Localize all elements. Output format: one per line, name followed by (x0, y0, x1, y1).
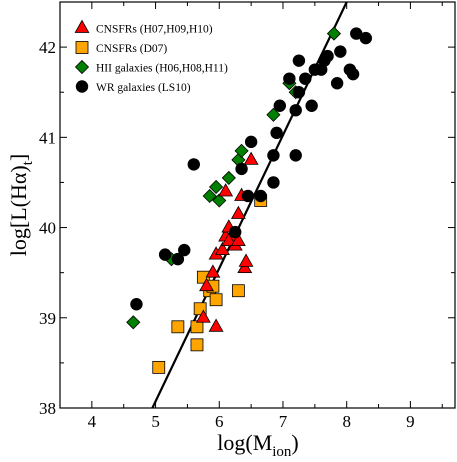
x-axis-label-subscript: ion (272, 444, 292, 460)
x-tick-label: 8 (342, 412, 351, 431)
x-tick-label: 9 (406, 412, 415, 431)
data-point-triangle (215, 241, 230, 256)
legend-label: HII galaxies (H06,H08,H11) (96, 63, 228, 75)
data-point-diamond (202, 188, 217, 204)
data-point-circle (283, 72, 296, 85)
data-point-circle (171, 252, 185, 266)
data-point-diamond (234, 143, 249, 158)
data-point-diamond (221, 170, 236, 185)
data-point-triangle (238, 253, 254, 267)
data-point-circle (321, 49, 334, 63)
data-point-circle (330, 77, 344, 90)
data-point-circle (359, 31, 373, 45)
plot-frame (59, 1, 456, 409)
data-point-circle (267, 176, 280, 189)
data-point-circle (130, 298, 143, 311)
data-point-circle (299, 72, 312, 85)
data-point-circle (289, 104, 302, 117)
data-point-diamond (326, 26, 342, 41)
data-point-triangle (230, 205, 246, 219)
data-point-circle (241, 189, 255, 203)
data-point-circle (267, 149, 280, 162)
data-point-circle (350, 27, 363, 40)
legend-marker-diamond (74, 59, 90, 75)
y-axis-label: log[L(Hα)t] (6, 154, 36, 256)
data-point-triangle (195, 309, 211, 323)
data-point-diamond (212, 193, 227, 208)
data-point-square (171, 320, 185, 334)
x-axis-ticks: 4 5 6 7 8 9 (88, 2, 443, 431)
data-point-square (190, 338, 204, 352)
x-tick-label: 5 (151, 412, 160, 431)
data-point-triangle (208, 318, 224, 332)
data-point-square (231, 284, 245, 298)
data-points (126, 26, 373, 374)
data-point-triangle (199, 277, 214, 292)
data-point-diamond (126, 315, 141, 330)
legend-marker-triangle (74, 19, 90, 33)
x-tick-label: 4 (88, 412, 97, 431)
data-point-circle (187, 158, 200, 171)
data-point-circle (254, 189, 267, 203)
data-point-triangle (230, 232, 246, 246)
legend-label: WR galaxies (LS10) (96, 82, 191, 94)
y-tick-label: 39 (39, 309, 56, 328)
data-point-square (209, 293, 223, 307)
data-point-circle (289, 149, 302, 162)
data-point-circle (229, 225, 242, 239)
legend-label: CNSFRs (H07,H09,H10) (96, 24, 213, 36)
data-point-triangle (243, 151, 259, 165)
data-point-circle (178, 243, 191, 257)
data-point-diamond (209, 179, 224, 195)
data-point-triangle (218, 183, 234, 197)
x-tick-label: 7 (279, 412, 288, 431)
data-point-triangle (221, 232, 237, 246)
y-tick-label: 38 (39, 399, 56, 418)
data-point-circle (158, 248, 172, 261)
data-point-circle (292, 54, 306, 67)
x-axis-label: log(Mion) (217, 430, 299, 460)
data-point-diamond (266, 107, 281, 122)
legend-marker-square (75, 41, 89, 54)
data-point-circle (346, 67, 360, 81)
data-point-circle (292, 86, 306, 99)
y-tick-label: 40 (39, 219, 56, 238)
x-tick-label: 6 (215, 412, 224, 431)
data-point-circle (273, 99, 286, 112)
legend-label: CNSFRs (D07) (96, 43, 167, 55)
data-point-circle (270, 126, 283, 140)
y-axis-ticks: 38 39 40 41 42 (39, 38, 455, 418)
y-tick-label: 42 (39, 38, 56, 57)
data-point-circle (244, 135, 258, 149)
legend: CNSFRs (H07,H09,H10) CNSFRs (D07) HII gala… (74, 19, 228, 94)
y-axis-label-subscript: t (20, 160, 36, 165)
y-tick-label: 41 (39, 128, 56, 147)
data-point-circle (305, 99, 318, 112)
data-point-triangle (205, 264, 221, 278)
data-point-square (152, 360, 166, 374)
data-point-circle (334, 45, 347, 58)
legend-marker-circle (75, 80, 89, 93)
data-point-circle (235, 162, 248, 176)
